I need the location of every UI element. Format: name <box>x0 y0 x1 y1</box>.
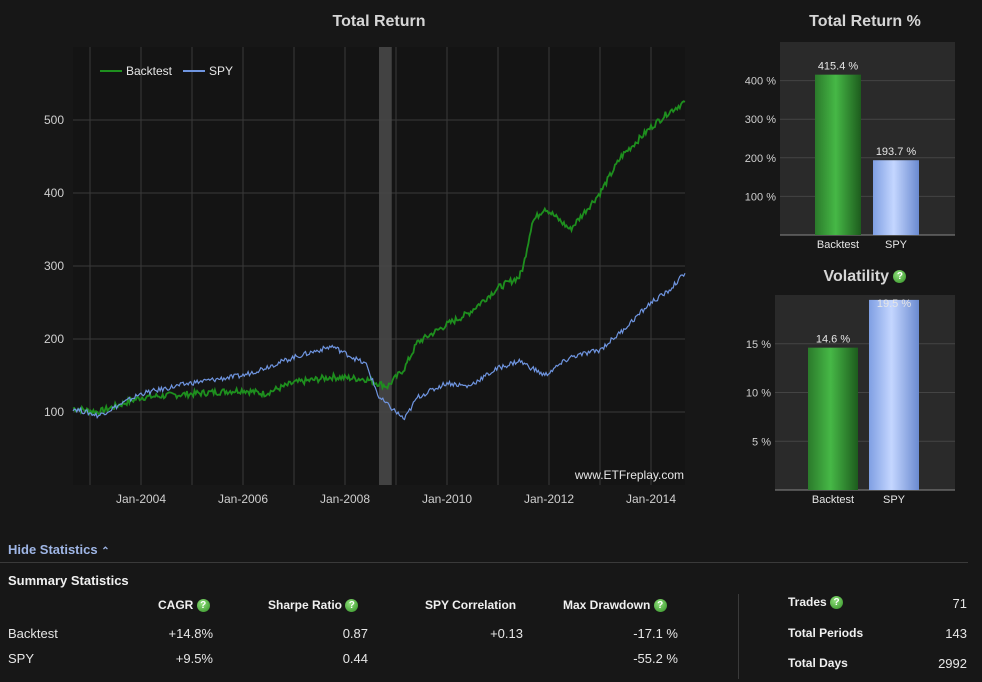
volatility-chart-title: Volatility <box>823 268 890 285</box>
bar-backtest <box>808 347 858 490</box>
bar-value-label: 415.4 % <box>818 61 859 73</box>
volatility-bar-chart: 5 % 10 % 15 % 14.6 % Backtest 19.5 % SPY <box>746 295 955 506</box>
help-icon[interactable] <box>345 599 359 613</box>
y-tick-label: 300 <box>44 259 64 273</box>
series-line-spy <box>72 273 686 421</box>
x-tick-label: SPY <box>885 239 908 251</box>
series-line-backtest <box>72 100 686 416</box>
bar-value-label: 19.5 % <box>877 298 911 310</box>
row-backtest-drawdown: -17.1 % <box>633 626 678 641</box>
trades-label: Trades <box>788 595 844 610</box>
total-periods-value: 143 <box>945 626 967 641</box>
x-tick-label: Jan-2006 <box>218 492 268 506</box>
total-days-label: Total Days <box>788 656 848 670</box>
x-tick-label: Backtest <box>812 494 854 506</box>
total-periods-label: Total Periods <box>788 626 864 640</box>
bar-value-label: 193.7 % <box>876 146 917 158</box>
row-backtest-sharpe: 0.87 <box>342 626 368 641</box>
row-spy-sharpe: 0.44 <box>342 651 368 666</box>
trades-value: 71 <box>952 596 967 611</box>
bar-backtest <box>815 74 861 235</box>
y-tick-label: 100 % <box>745 191 776 203</box>
main-chart-title: Total Return <box>332 13 426 30</box>
row-backtest-cagr: +14.8% <box>168 626 213 641</box>
help-icon[interactable] <box>196 599 210 613</box>
total-return-bar-chart: 100 % 200 % 300 % 400 % 415.4 % Backtest 193.7… <box>745 42 955 251</box>
summary-statistics-title: Summary Statistics <box>8 573 129 588</box>
bar-spy <box>869 299 919 490</box>
row-spy-name: SPY <box>8 651 35 666</box>
x-tick-label: Jan-2014 <box>626 492 676 506</box>
help-icon[interactable] <box>893 270 907 284</box>
y-tick-label: 300 % <box>745 114 776 126</box>
toggle-label: Hide Statistics <box>8 542 98 557</box>
y-tick-label: 400 <box>44 186 64 200</box>
correlation-header: SPY Correlation <box>425 598 517 612</box>
y-tick-label: 100 <box>44 405 64 419</box>
row-spy-drawdown: -55.2 % <box>633 651 678 666</box>
x-tick-label: Jan-2010 <box>422 492 472 506</box>
legend-label: SPY <box>209 64 233 78</box>
help-icon[interactable] <box>653 599 667 613</box>
bar-spy <box>873 160 919 235</box>
sharpe-header: Sharpe Ratio <box>268 598 359 613</box>
legend-label: Backtest <box>126 64 173 78</box>
divider <box>0 562 968 563</box>
chevron-up-icon: ⌃ <box>101 546 110 557</box>
x-tick-label: Jan-2004 <box>116 492 166 506</box>
y-tick-label: 500 <box>44 113 64 127</box>
y-tick-label: 400 % <box>745 76 776 88</box>
watermark: www.ETFreplay.com <box>574 468 684 482</box>
drawdown-header: Max Drawdown <box>563 598 667 613</box>
y-tick-label: 200 % <box>745 153 776 165</box>
help-icon[interactable] <box>830 596 844 610</box>
x-tick-label: Jan-2012 <box>524 492 574 506</box>
row-backtest-correlation: +0.13 <box>490 626 523 641</box>
x-tick-label: Backtest <box>817 239 859 251</box>
vertical-divider <box>738 594 739 679</box>
total-days-value: 2992 <box>938 656 967 671</box>
y-tick-label: 5 % <box>752 436 771 448</box>
y-tick-label: 15 % <box>746 339 771 351</box>
return-chart-title: Total Return % <box>809 13 921 30</box>
row-spy-cagr: +9.5% <box>175 651 213 666</box>
total-return-line-chart: 100 200 300 400 500 Jan-2004 Jan-2006 Jan-2008 J… <box>44 47 686 506</box>
y-tick-label: 10 % <box>746 388 771 400</box>
x-tick-label: Jan-2008 <box>320 492 370 506</box>
highlight-band <box>379 47 392 485</box>
plot-area <box>780 42 955 235</box>
bar-value-label: 14.6 % <box>816 334 850 346</box>
cagr-header: CAGR <box>158 598 210 613</box>
y-tick-label: 200 <box>44 332 64 346</box>
row-backtest-name: Backtest <box>8 626 58 641</box>
hide-statistics-toggle[interactable]: Hide Statistics ⌃ <box>8 542 110 557</box>
volatility-title-wrap: Volatility <box>775 268 955 286</box>
x-tick-label: SPY <box>883 494 906 506</box>
